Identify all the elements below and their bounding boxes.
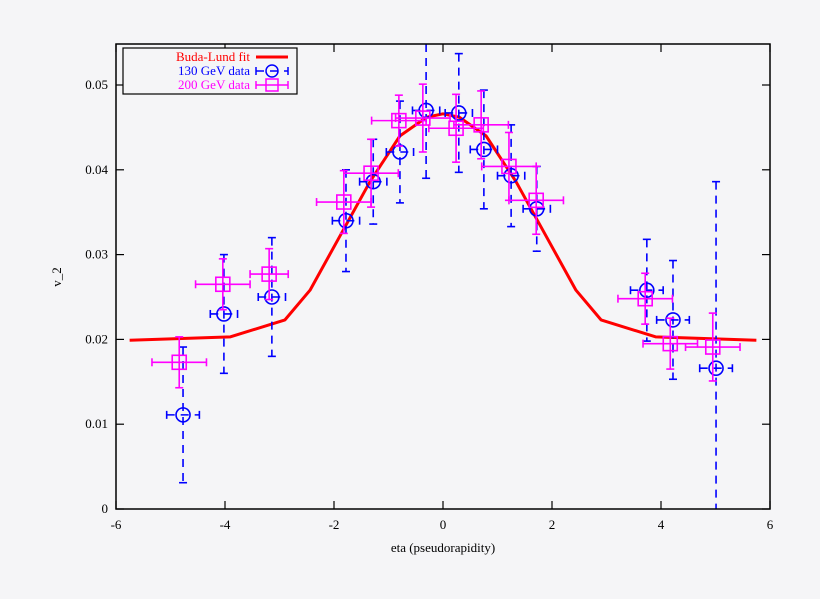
data-point-200gev [642,317,699,370]
data-point-130gev [331,169,361,273]
square-marker [415,110,431,126]
circle-marker [175,407,191,423]
y-tick-label: 0.02 [85,331,108,346]
data-point-130gev [165,346,201,484]
y-tick-label: 0.05 [85,77,108,92]
data-point-130gev [358,138,388,225]
data-point-200gev [315,169,372,235]
x-tick-label: -6 [111,517,122,532]
fit-curve [129,112,757,342]
square-marker [171,354,188,371]
data-point-200gev [394,83,451,153]
y-tick-label: 0 [102,501,109,516]
y-axis-label: v_2 [49,267,64,287]
square-marker [637,290,653,307]
circle-marker [338,212,354,229]
x-tick-label: 4 [658,517,665,532]
data-point-130gev [698,180,734,509]
legend-label-200: 200 GeV data [178,77,250,92]
x-axis-label: eta (pseudorapidity) [391,540,495,555]
data-point-130gev [444,52,474,174]
circle-marker [665,312,681,328]
square-marker [363,165,379,181]
circle-marker [365,173,382,190]
data-point-200gev [428,93,485,163]
data-point-200gev [151,336,208,389]
y-tick-label: 0.03 [85,247,108,262]
circle-marker [476,141,492,158]
square-marker [261,266,277,282]
square-marker [473,117,489,133]
circle-marker [392,144,408,160]
circle-marker [503,167,519,184]
data-point-200gev [684,312,741,382]
legend-swatch-130 [255,64,289,78]
data-point-200gev [617,272,674,325]
legend-label-130: 130 GeV data [178,63,250,78]
data-point-130gev [655,259,691,381]
circle-marker [264,289,280,305]
x-tick-label: 6 [767,517,774,532]
y-tick-label: 0.01 [85,416,108,431]
data-point-130gev [469,89,499,210]
data-point-200gev [370,94,427,147]
x-tick-label: -2 [329,517,340,532]
data-point-200gev [343,138,400,208]
data-point-200gev [194,258,251,311]
square-marker [501,158,517,175]
data-point-200gev [453,90,510,160]
square-marker [528,192,544,209]
data-point-130gev [257,236,287,358]
data-point-200gev [249,247,290,301]
legend-swatch-200 [255,78,289,92]
circle-marker [708,360,724,377]
circle-marker [216,306,232,322]
legend: Buda-Lund fit 130 GeV data 200 GeV data [122,47,298,95]
data-point-130gev [629,238,664,342]
square-marker [391,112,407,129]
legend-label-fit: Buda-Lund fit [176,49,250,64]
circle-marker [451,105,467,121]
x-tick-label: 2 [549,517,556,532]
x-tick-label: 0 [440,517,447,532]
data-point-130gev [209,253,239,375]
square-marker [448,120,464,137]
data-point-200gev [508,165,565,236]
y-tick-label: 0.04 [85,162,108,177]
square-marker [215,276,231,293]
data-point-130gev [385,100,415,204]
square-marker [704,339,721,355]
square-marker [336,194,352,210]
square-marker [662,335,679,352]
circle-marker [639,282,655,299]
x-tick-label: -4 [220,517,231,532]
